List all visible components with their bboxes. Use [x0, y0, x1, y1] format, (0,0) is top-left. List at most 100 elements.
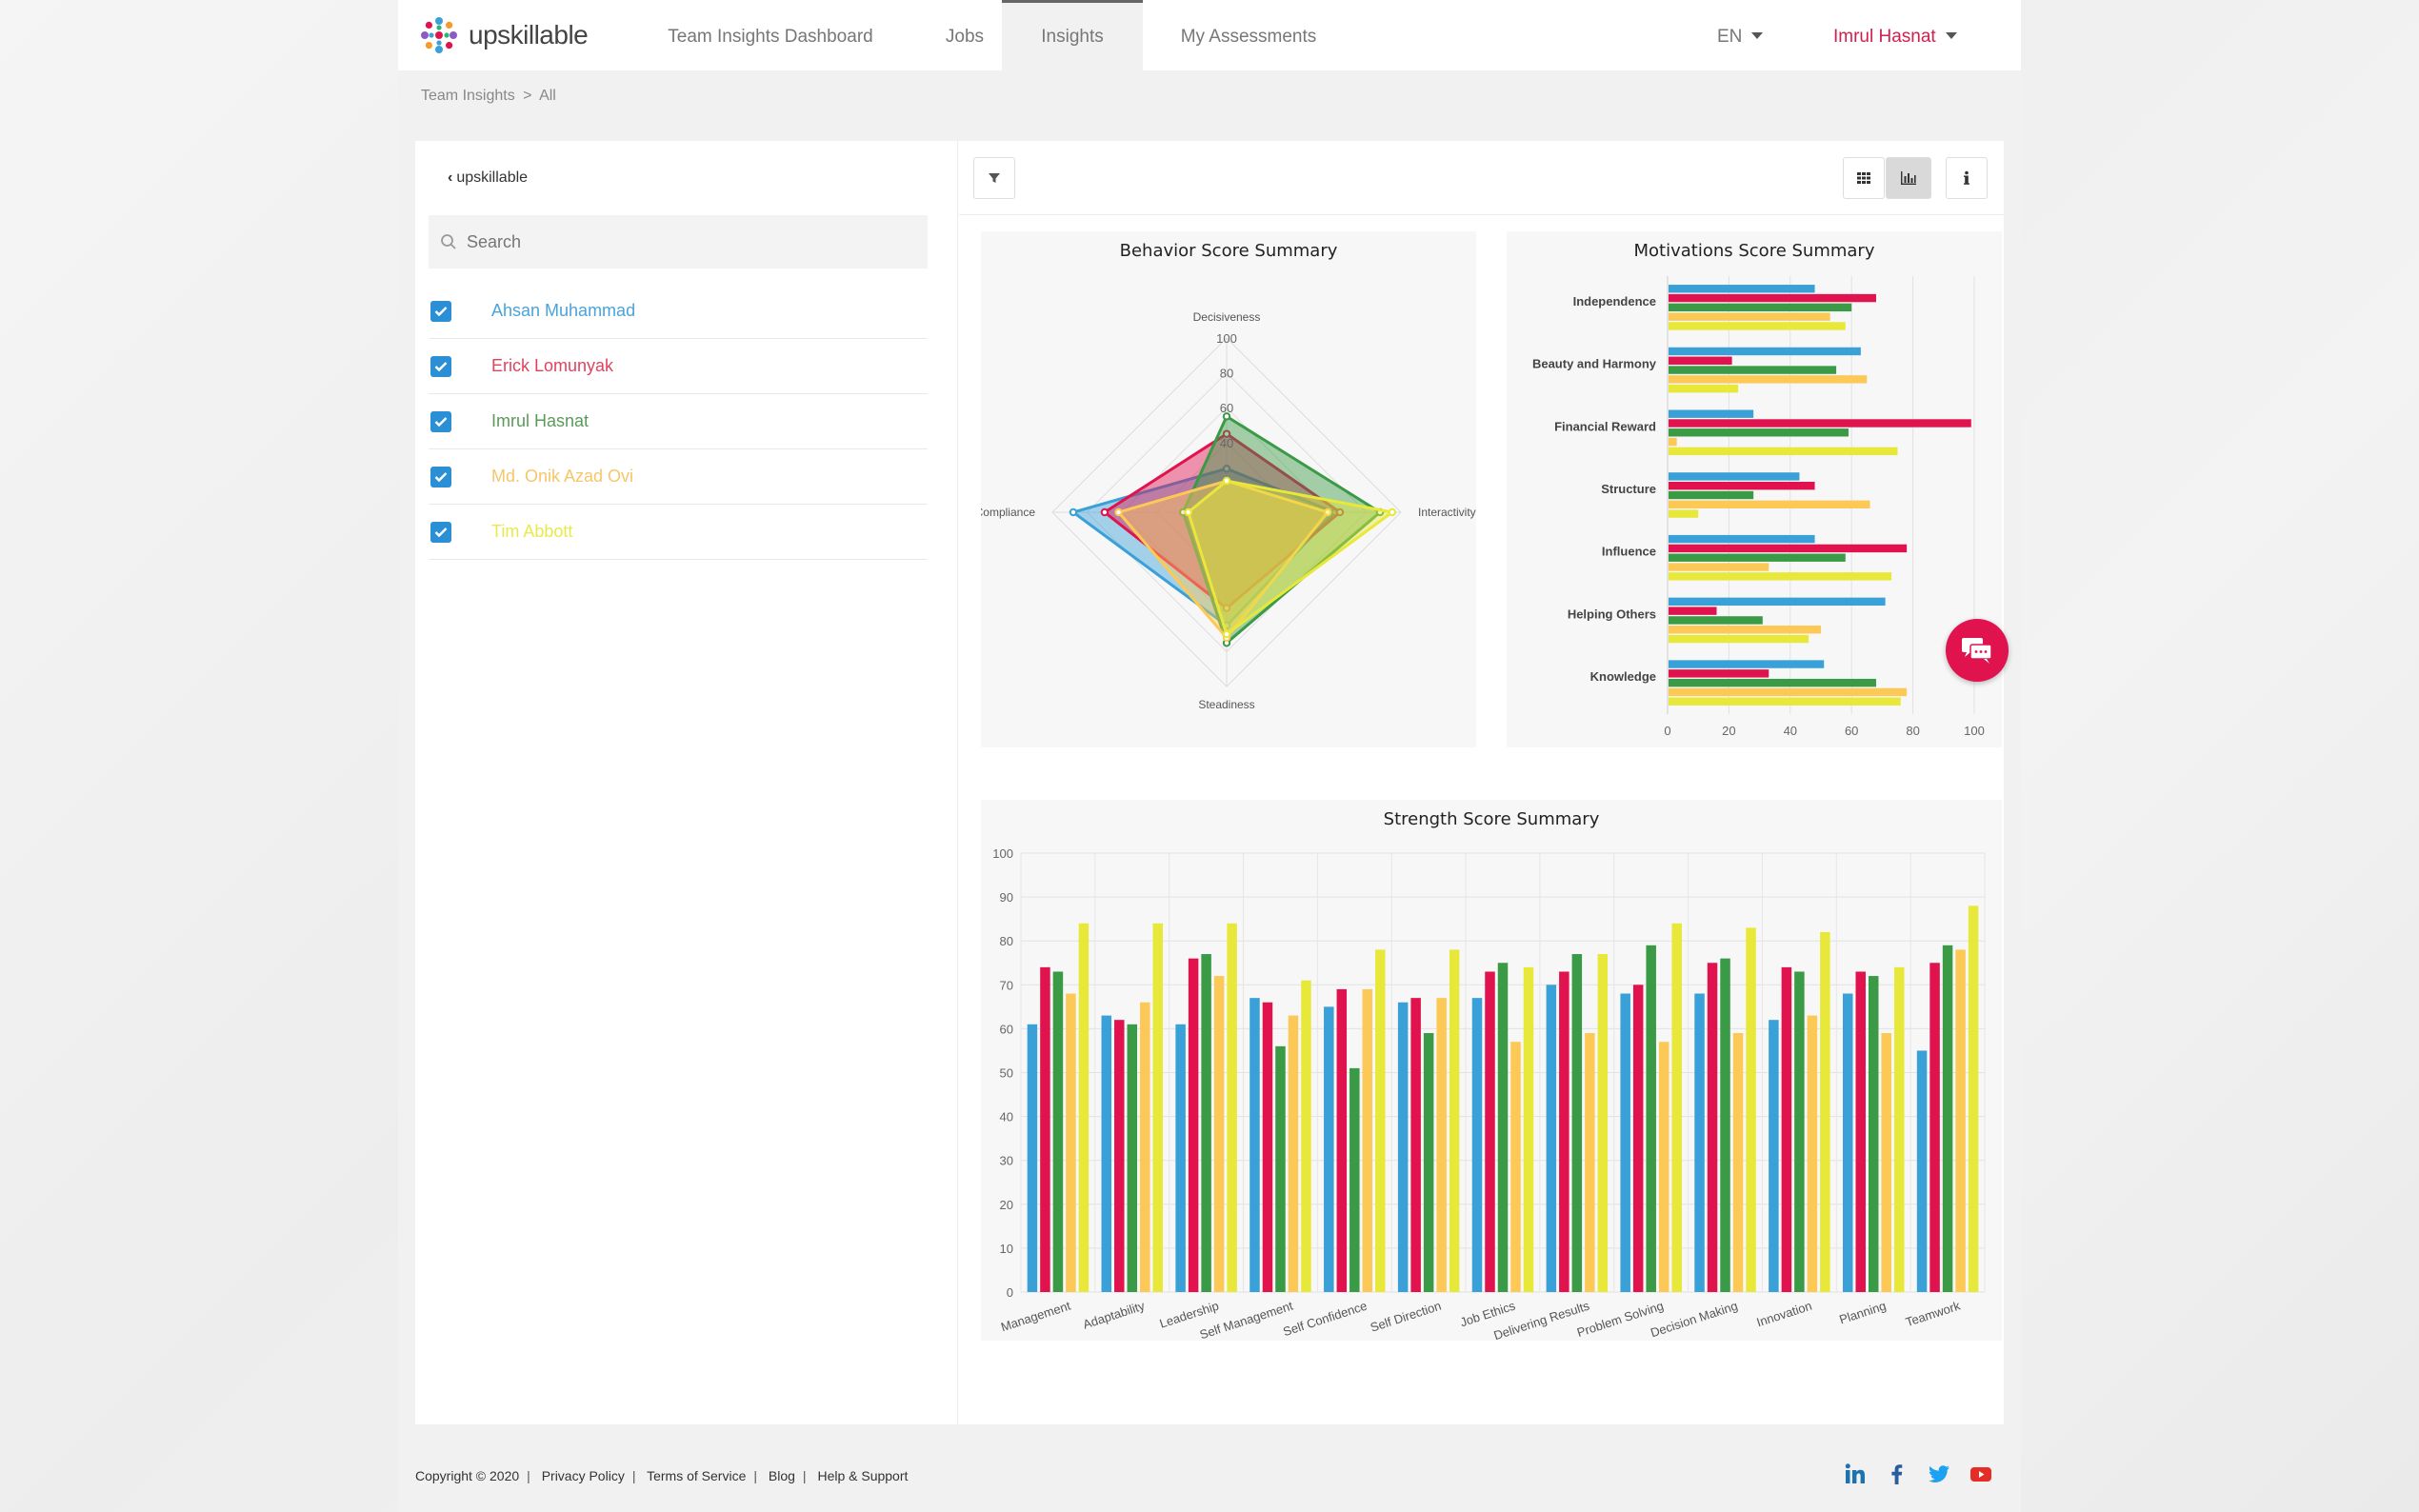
motivation-bar	[1669, 437, 1677, 447]
motivations-chart-title: Motivations Score Summary	[1633, 241, 1875, 261]
twitter-link[interactable]	[1926, 1461, 1952, 1487]
youtube-icon	[1970, 1467, 1991, 1482]
facebook-link[interactable]	[1884, 1461, 1910, 1487]
motivation-bar	[1669, 534, 1815, 544]
radar-tick-label: 60	[1220, 401, 1233, 415]
member-checkbox[interactable]	[430, 300, 451, 322]
chat-button[interactable]	[1946, 619, 2009, 682]
x-tick-label: 20	[1722, 724, 1735, 738]
strength-bar	[1510, 1042, 1521, 1292]
motivation-bar	[1669, 678, 1876, 687]
nav-insights[interactable]: Insights	[1002, 0, 1143, 70]
brand-logo[interactable]: upskillable	[417, 13, 589, 57]
member-row[interactable]: Tim Abbott	[429, 505, 928, 560]
strength-bar	[1868, 976, 1879, 1292]
y-tick-label: 80	[1000, 934, 1013, 948]
radar-axis-label: Compliance	[981, 506, 1035, 519]
strength-bar	[1968, 905, 1979, 1292]
strength-bar	[1769, 1020, 1779, 1292]
strength-bar	[1101, 1015, 1112, 1292]
strength-bar	[1893, 966, 1905, 1292]
strength-bar	[1288, 1015, 1299, 1292]
y-tick-label: 50	[1000, 1066, 1013, 1081]
motivation-bar	[1669, 607, 1717, 615]
youtube-link[interactable]	[1968, 1461, 1994, 1487]
member-row[interactable]: Ahsan Muhammad	[429, 284, 928, 339]
strength-bar	[1620, 993, 1630, 1292]
y-tick-label: 100	[992, 846, 1013, 861]
checkmark-icon	[434, 361, 448, 371]
category-label: Independence	[1573, 294, 1656, 308]
strength-bar	[1324, 1006, 1334, 1292]
breadcrumb-parent[interactable]: Team Insights	[421, 88, 515, 104]
strength-bar	[1040, 966, 1050, 1292]
strength-bar	[1471, 998, 1483, 1292]
blog-link[interactable]: Blog	[768, 1468, 795, 1483]
motivation-bar	[1669, 572, 1892, 581]
nav-team-insights-dashboard[interactable]: Team Insights Dashboard	[668, 27, 873, 47]
chat-icon	[1962, 638, 1992, 664]
motivation-bar	[1669, 366, 1837, 374]
chart-view-button[interactable]	[1886, 157, 1931, 199]
strength-bar	[1249, 998, 1260, 1292]
strength-bar	[1152, 923, 1164, 1292]
y-tick-label: 70	[1000, 978, 1013, 992]
linkedin-link[interactable]	[1842, 1461, 1869, 1487]
motivation-bar	[1669, 447, 1898, 456]
category-label: Helping Others	[1568, 607, 1656, 621]
nav-my-assessments[interactable]: My Assessments	[1180, 27, 1317, 47]
member-checkbox[interactable]	[430, 355, 451, 377]
y-tick-label: 30	[1000, 1154, 1013, 1168]
twitter-icon	[1929, 1465, 1949, 1482]
x-tick-label: 80	[1906, 724, 1919, 738]
upskillable-logo-icon	[421, 17, 457, 53]
back-link[interactable]: ‹ upskillable	[448, 169, 528, 187]
member-row[interactable]: Erick Lomunyak	[429, 339, 928, 394]
app-shell: upskillable Team Insights Dashboard Jobs…	[398, 0, 2021, 1512]
nav-jobs[interactable]: Jobs	[945, 27, 985, 47]
privacy-policy-link[interactable]: Privacy Policy	[541, 1468, 625, 1483]
user-name: Imrul Hasnat	[1833, 27, 1936, 47]
strength-bar	[1807, 1015, 1818, 1292]
strength-bar	[1410, 998, 1421, 1292]
footer-links: Copyright © 2020 | Privacy Policy | Terms …	[415, 1468, 909, 1483]
strength-bar	[1052, 971, 1064, 1292]
strength-bar	[1585, 1033, 1595, 1292]
category-label: Planning	[1837, 1299, 1888, 1327]
member-checkbox[interactable]	[430, 410, 451, 432]
strength-bar	[1175, 1024, 1186, 1292]
help-support-link[interactable]: Help & Support	[817, 1468, 909, 1483]
radar-tick-label: 100	[1216, 331, 1237, 346]
strength-bar	[1929, 963, 1940, 1292]
strength-bar	[1881, 1033, 1891, 1292]
radar-point	[1222, 465, 1231, 473]
member-row[interactable]: Imrul Hasnat	[429, 394, 928, 449]
member-row[interactable]: Md. Onik Azad Ovi	[429, 449, 928, 505]
chart-toolbar	[959, 141, 2004, 215]
radar-tick-label: 80	[1220, 367, 1233, 381]
checkmark-icon	[434, 527, 448, 537]
filter-button[interactable]	[973, 157, 1015, 199]
terms-of-service-link[interactable]: Terms of Service	[647, 1468, 747, 1483]
member-checkbox[interactable]	[430, 466, 451, 487]
category-label: Knowledge	[1590, 669, 1656, 684]
search-input[interactable]	[467, 231, 924, 252]
user-menu[interactable]: Imrul Hasnat	[1833, 0, 1957, 70]
language-selector[interactable]: EN	[1717, 0, 1764, 70]
radar-point	[1222, 629, 1231, 639]
strength-chart-title: Strength Score Summary	[1383, 809, 1600, 829]
info-button[interactable]	[1946, 157, 1988, 199]
motivations-bar-chart: 0 20 40 60 80 100 Independence Beauty and Harmo…	[1532, 276, 1985, 738]
chevron-down-icon	[1751, 32, 1764, 39]
chart-view-icon	[1901, 171, 1916, 185]
member-name: Erick Lomunyak	[491, 356, 614, 375]
facebook-icon	[1891, 1464, 1903, 1484]
grid-view-button[interactable]	[1843, 157, 1885, 199]
footer: Copyright © 2020 | Privacy Policy | Terms …	[398, 1432, 2021, 1512]
member-name: Md. Onik Azad Ovi	[491, 467, 634, 486]
language-label: EN	[1717, 27, 1743, 47]
member-search	[429, 215, 928, 269]
category-label: Self Confidence	[1281, 1299, 1369, 1340]
member-checkbox[interactable]	[430, 521, 451, 543]
radar-point	[1222, 429, 1231, 438]
